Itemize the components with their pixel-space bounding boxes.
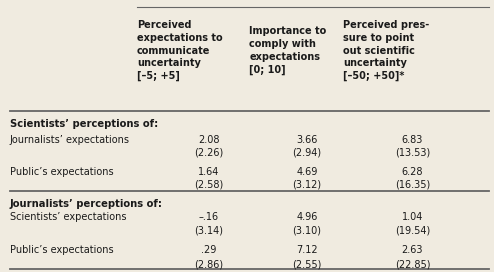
Text: 4.69: 4.69: [296, 167, 318, 177]
Text: –.16: –.16: [199, 212, 219, 222]
Text: (2.55): (2.55): [292, 259, 322, 269]
Text: Journalists’ perceptions of:: Journalists’ perceptions of:: [10, 199, 163, 209]
Text: Public’s expectations: Public’s expectations: [10, 167, 114, 177]
Text: (2.94): (2.94): [292, 148, 322, 158]
Text: Perceived
expectations to
communicate
uncertainty
[–5; +5]: Perceived expectations to communicate un…: [137, 20, 222, 81]
Text: (3.14): (3.14): [194, 225, 223, 235]
Text: 2.08: 2.08: [198, 135, 219, 145]
Text: 1.64: 1.64: [198, 167, 219, 177]
Text: (3.12): (3.12): [292, 180, 322, 190]
Text: 6.28: 6.28: [402, 167, 423, 177]
Text: 2.63: 2.63: [402, 245, 423, 255]
Text: (13.53): (13.53): [395, 148, 430, 158]
Text: Journalists’ expectations: Journalists’ expectations: [10, 135, 130, 145]
Text: Public’s expectations: Public’s expectations: [10, 245, 114, 255]
Text: 1.04: 1.04: [402, 212, 423, 222]
Text: (16.35): (16.35): [395, 180, 430, 190]
Text: 7.12: 7.12: [296, 245, 318, 255]
Text: .29: .29: [201, 245, 216, 255]
Text: (2.58): (2.58): [194, 180, 223, 190]
Text: Scientists’ perceptions of:: Scientists’ perceptions of:: [10, 119, 158, 129]
Text: 4.96: 4.96: [296, 212, 318, 222]
Text: Importance to
comply with
expectations
[0; 10]: Importance to comply with expectations […: [249, 26, 327, 75]
Text: (3.10): (3.10): [292, 225, 322, 235]
Text: (2.26): (2.26): [194, 148, 223, 158]
Text: (22.85): (22.85): [395, 259, 430, 269]
Text: (19.54): (19.54): [395, 225, 430, 235]
Text: 3.66: 3.66: [296, 135, 318, 145]
Text: Scientists’ expectations: Scientists’ expectations: [10, 212, 126, 222]
Text: (2.86): (2.86): [194, 259, 223, 269]
Text: 6.83: 6.83: [402, 135, 423, 145]
Text: Perceived pres-
sure to point
out scientific
uncertainty
[–50; +50]*: Perceived pres- sure to point out scient…: [343, 20, 429, 81]
